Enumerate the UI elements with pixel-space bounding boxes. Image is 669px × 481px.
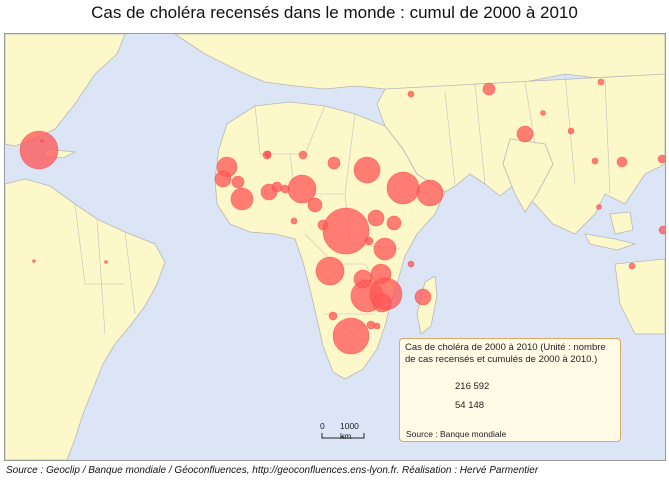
source-credit: Source : Geoclip / Banque mondiale / Géo… bbox=[6, 465, 539, 476]
circle-burundi bbox=[364, 236, 374, 246]
circle-philippines bbox=[657, 154, 665, 164]
circle-swaziland bbox=[373, 322, 381, 330]
circle-vietnam bbox=[616, 156, 628, 168]
map-svg bbox=[5, 34, 665, 460]
circle-kenya bbox=[386, 215, 402, 231]
circle-gabon bbox=[290, 217, 298, 225]
circle-cameroon bbox=[307, 197, 323, 213]
circle-china bbox=[597, 78, 605, 86]
circle-png bbox=[658, 225, 665, 235]
circle-malaysia bbox=[596, 204, 602, 210]
circle-cuba-dots bbox=[40, 139, 44, 143]
scale-zero: 0 bbox=[320, 421, 325, 431]
map-title: Cas de choléra recensés dans le monde : … bbox=[91, 3, 578, 22]
circle-peru bbox=[32, 259, 36, 263]
circle-chad bbox=[298, 150, 308, 160]
land-indonesia bbox=[584, 233, 637, 251]
legend-source: Source : Banque mondiale bbox=[406, 429, 507, 439]
scale-distance: 1000 km bbox=[340, 421, 359, 441]
scale-line bbox=[321, 433, 365, 439]
circle-madagascar bbox=[414, 288, 432, 306]
circle-brazil bbox=[104, 260, 108, 264]
circle-uganda bbox=[367, 209, 385, 227]
circle-iraq bbox=[482, 82, 496, 96]
circle-togo bbox=[271, 181, 283, 193]
cholera-circles bbox=[19, 78, 665, 355]
circle-mali bbox=[264, 150, 272, 158]
circle-india bbox=[516, 125, 534, 143]
circle-timor bbox=[628, 262, 636, 270]
land-india bbox=[502, 138, 554, 213]
circle-south-africa bbox=[332, 317, 370, 355]
land-north-america bbox=[5, 34, 126, 147]
legend-value-small: 54 148 bbox=[455, 400, 485, 411]
map-legend: Cas de choléra de 2000 à 2010 (Unité : n… bbox=[399, 338, 621, 442]
circle-mozambique-small bbox=[372, 293, 392, 313]
circle-angola bbox=[315, 256, 345, 286]
circle-haiti bbox=[19, 130, 59, 170]
circle-namibia bbox=[328, 311, 338, 321]
circle-ethiopia bbox=[386, 171, 420, 205]
circle-lesotho bbox=[366, 320, 376, 330]
legend-title: Cas de choléra de 2000 à 2010 (Unité : n… bbox=[405, 342, 606, 365]
land-australia bbox=[614, 258, 665, 335]
circle-sudan bbox=[353, 156, 381, 184]
circle-sudan-small bbox=[327, 156, 341, 170]
circle-tanzania bbox=[373, 237, 397, 261]
circle-guinea-bissau bbox=[214, 170, 232, 188]
circle-liberia bbox=[230, 187, 254, 211]
circle-comoros bbox=[407, 260, 415, 268]
circle-drc bbox=[322, 207, 370, 255]
legend-value-large: 216 592 bbox=[455, 381, 490, 392]
land-madagascar bbox=[416, 275, 438, 335]
circle-somalia bbox=[416, 179, 444, 207]
circle-nepal-2 bbox=[567, 127, 575, 135]
scale-bar: 0 1000 km bbox=[320, 421, 370, 441]
land-borneo bbox=[609, 211, 634, 235]
circle-myanmar bbox=[591, 157, 599, 165]
circle-nepal bbox=[540, 110, 546, 116]
map-area[interactable] bbox=[4, 33, 666, 461]
circle-iran bbox=[407, 90, 415, 98]
circle-guinea bbox=[231, 175, 245, 189]
circle-cameroon-2 bbox=[280, 184, 290, 194]
